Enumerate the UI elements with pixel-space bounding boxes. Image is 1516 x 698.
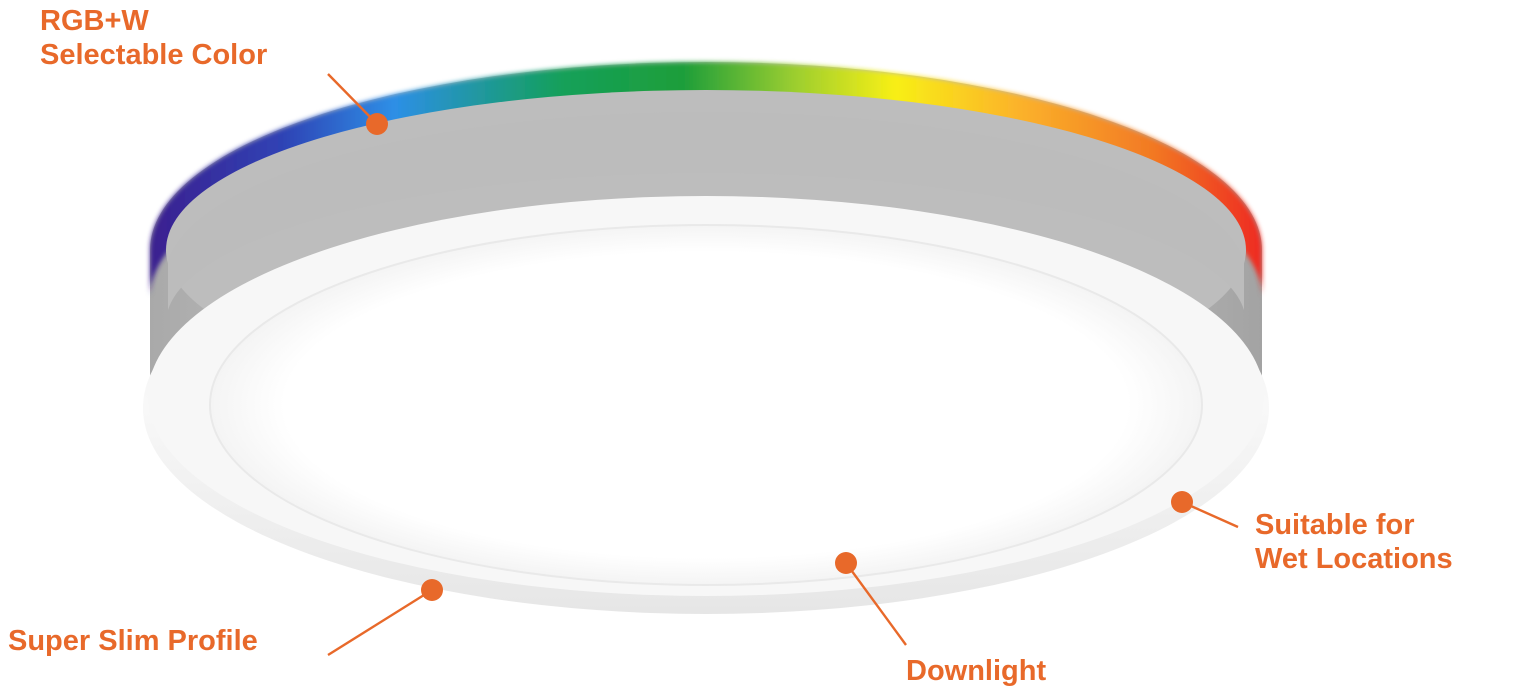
callout-super-slim-profile: Super Slim Profile [8,624,258,658]
orange-dot-icon [1171,491,1193,513]
callout-markers [366,113,1193,601]
callout-slim-line1: Super Slim Profile [8,625,258,657]
leader-line-rgbw [327,73,378,125]
leader-line-downlight [845,562,907,646]
callout-rgbw-line2: Selectable Color [40,39,268,71]
callout-downlight: Downlight [906,654,1046,688]
callout-wet-line1: Suitable for [1255,509,1415,541]
diffuser-lens [209,224,1203,586]
orange-dot-icon [421,579,443,601]
leader-line-slim [327,588,433,657]
orange-dot-icon [835,552,857,574]
callout-wet-line2: Wet Locations [1255,543,1453,575]
callout-rgbw-selectable-color: RGB+W Selectable Color [40,4,267,72]
callout-downlight-line1: Downlight [906,655,1047,687]
leader-lines [327,73,1239,657]
callout-wet-locations: Suitable for Wet Locations [1255,508,1453,576]
orange-dot-icon [366,113,388,135]
callout-rgbw-line1: RGB+W [40,5,149,37]
